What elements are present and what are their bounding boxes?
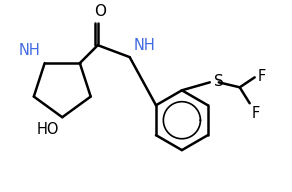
Text: NH: NH bbox=[19, 43, 41, 58]
Text: F: F bbox=[252, 106, 260, 121]
Text: O: O bbox=[94, 4, 106, 19]
Text: NH: NH bbox=[134, 38, 155, 53]
Text: S: S bbox=[214, 74, 224, 89]
Text: HO: HO bbox=[37, 122, 59, 137]
Text: F: F bbox=[258, 69, 266, 84]
